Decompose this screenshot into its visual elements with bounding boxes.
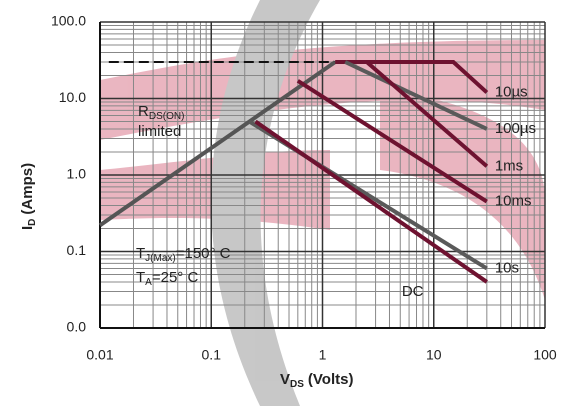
annotation: TA=25° C: [136, 269, 198, 288]
annotation: TJ(Max)=150° C: [136, 245, 231, 264]
label-unit: (Volts): [308, 371, 354, 388]
series-label: 10ms: [495, 192, 532, 209]
rds-limit-line: [98, 60, 337, 227]
annotation: RDS(ON): [138, 103, 184, 122]
series-line: [365, 60, 489, 168]
series-label: 10s: [495, 259, 519, 276]
label-main: I: [19, 226, 36, 230]
series-label: 100µs: [495, 120, 536, 137]
x-tick-label: 10: [426, 347, 442, 363]
plot: [98, 60, 489, 284]
label-main: R: [138, 103, 149, 120]
label-rest: =150° C: [176, 245, 231, 262]
y-axis-title: ID (Amps): [19, 163, 38, 230]
label-sub: DS: [290, 379, 304, 390]
x-axis-title: VDS (Volts): [280, 371, 353, 390]
labels: 0.01 0.1 1 10 100 0.0 0.1 1.0 10.0 100.0 10µs 100µs…: [19, 13, 557, 390]
series-label: 10µs: [495, 83, 528, 100]
label-main: V: [280, 371, 290, 388]
label-sub: J(Max): [145, 253, 176, 264]
y-tick-label: 100.0: [51, 13, 86, 29]
label-main: T: [136, 245, 145, 262]
label-rest: =25° C: [152, 269, 199, 286]
x-tick-label: 1: [319, 347, 327, 363]
y-tick-label: 0.0: [67, 319, 87, 335]
label-sub: D: [27, 219, 38, 226]
series-line: [254, 119, 488, 284]
x-tick-label: 100: [533, 347, 557, 363]
series-line: [344, 60, 488, 131]
y-tick-label: 10.0: [59, 89, 86, 105]
label-sub: A: [145, 277, 152, 288]
grid: [99, 21, 546, 329]
y-tick-label: 1.0: [67, 166, 87, 182]
annotation: limited: [138, 123, 181, 140]
x-tick-label: 0.1: [202, 347, 222, 363]
series-line: [296, 79, 488, 204]
label-sub: DS(ON): [149, 111, 185, 122]
series-label: DC: [402, 283, 424, 300]
label-unit: (Amps): [19, 163, 36, 215]
x-tick-label: 0.01: [86, 347, 113, 363]
series-label: 1ms: [495, 157, 523, 174]
series-line: [335, 60, 489, 94]
y-tick-label: 0.1: [67, 242, 87, 258]
label-main: T: [136, 269, 145, 286]
